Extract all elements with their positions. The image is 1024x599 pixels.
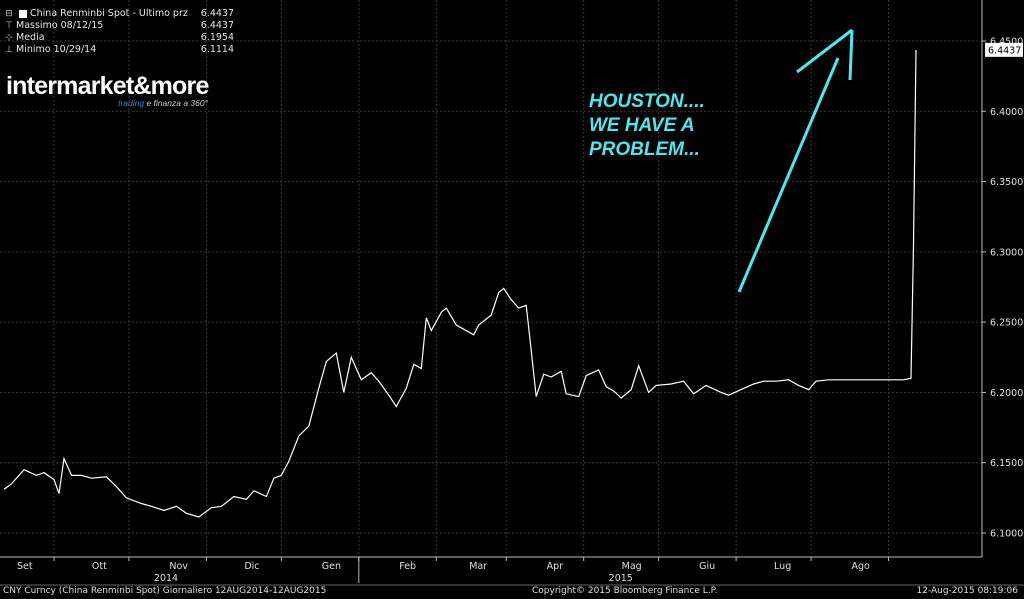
x-tick-label: Nov [169, 561, 188, 572]
x-tick-label: Mar [469, 561, 487, 572]
legend-label: Media [16, 32, 45, 43]
x-tick-label: Mag [622, 561, 642, 572]
logo-tagline-highlight: trading [118, 98, 145, 108]
annotation-text: HOUSTON.... WE HAVE A PROBLEM... [589, 91, 705, 160]
x-tick-label: Ago [852, 561, 871, 572]
low-marker-icon: ⊥ [5, 45, 13, 55]
grid-lines [0, 0, 982, 557]
legend-label: Massimo 08/12/15 [16, 20, 104, 31]
footer-copyright: Copyright© 2015 Bloomberg Finance L.P. [532, 586, 718, 596]
plot-background [0, 0, 982, 557]
x-tick-label: Giu [699, 561, 715, 572]
high-marker-icon: ⊤ [5, 21, 13, 31]
axes: 6.1000 6.1500 6.2000 6.2500 6.3000 6.3500 6.40… [0, 0, 1024, 586]
intermarket-logo: intermarket&more trading e finanza a 360… [6, 70, 212, 110]
series-layer [3, 49, 917, 518]
y-tick-label: 6.1000 [990, 529, 1023, 540]
legend-item-high: ⊤ Massimo 08/12/15 6.4437 [4, 20, 234, 32]
y-tick-label: 6.1500 [990, 458, 1023, 469]
x-year-label: 2014 [154, 573, 178, 584]
x-tick-label: Lug [774, 561, 791, 572]
square-icon [19, 10, 27, 18]
legend-item-mean: ⊹ Media 6.1954 [4, 32, 234, 44]
logo-tagline-rest: e finanza a 360° [144, 98, 208, 108]
legend-value: 6.1114 [200, 44, 234, 55]
legend: ⊟ China Renminbi Spot - Ultimo prz 6.443… [4, 8, 234, 56]
logo-tagline: trading e finanza a 360° [118, 98, 208, 108]
arrow-annotation-icon [737, 28, 854, 293]
x-year-label: 2015 [609, 573, 633, 584]
footer-timestamp: 12-Aug-2015 08:19:06 [916, 586, 1018, 596]
y-tick-label: 6.2500 [990, 318, 1023, 329]
y-tick-label: 6.2000 [990, 388, 1023, 399]
x-tick-label: Feb [399, 561, 416, 572]
legend-label: Minimo 10/29/14 [16, 44, 97, 55]
collapse-icon[interactable]: ⊟ [5, 9, 13, 19]
y-tick-label: 6.4000 [990, 107, 1023, 118]
x-tick-label: Dic [244, 561, 259, 572]
last-value-tag [985, 42, 1023, 57]
y-tick-label: 6.3000 [990, 247, 1023, 258]
last-value-label: 6.4437 [988, 45, 1021, 56]
legend-label: China Renminbi Spot - Ultimo prz [30, 8, 188, 19]
legend-value: 6.4437 [200, 20, 234, 31]
footer-ticker: CNY Curncy (China Renminbi Spot) Giornal… [3, 586, 327, 596]
x-tick-label: Set [17, 561, 33, 572]
x-tick-label: Apr [547, 561, 564, 572]
x-tick-label: Gen [322, 561, 341, 572]
legend-value: 6.1954 [200, 32, 234, 43]
y-tick-label: 6.4500 [990, 37, 1023, 48]
legend-item-low: ⊥ Minimo 10/29/14 6.1114 [4, 44, 234, 56]
logo-brand: intermarket&more [6, 72, 209, 100]
x-tick-label: Ott [92, 561, 107, 572]
legend-item-series: ⊟ China Renminbi Spot - Ultimo prz 6.443… [4, 8, 234, 20]
series-line [3, 49, 917, 518]
legend-value: 6.4437 [200, 8, 234, 19]
mean-marker-icon: ⊹ [5, 33, 13, 43]
y-tick-label: 6.3500 [990, 177, 1023, 188]
